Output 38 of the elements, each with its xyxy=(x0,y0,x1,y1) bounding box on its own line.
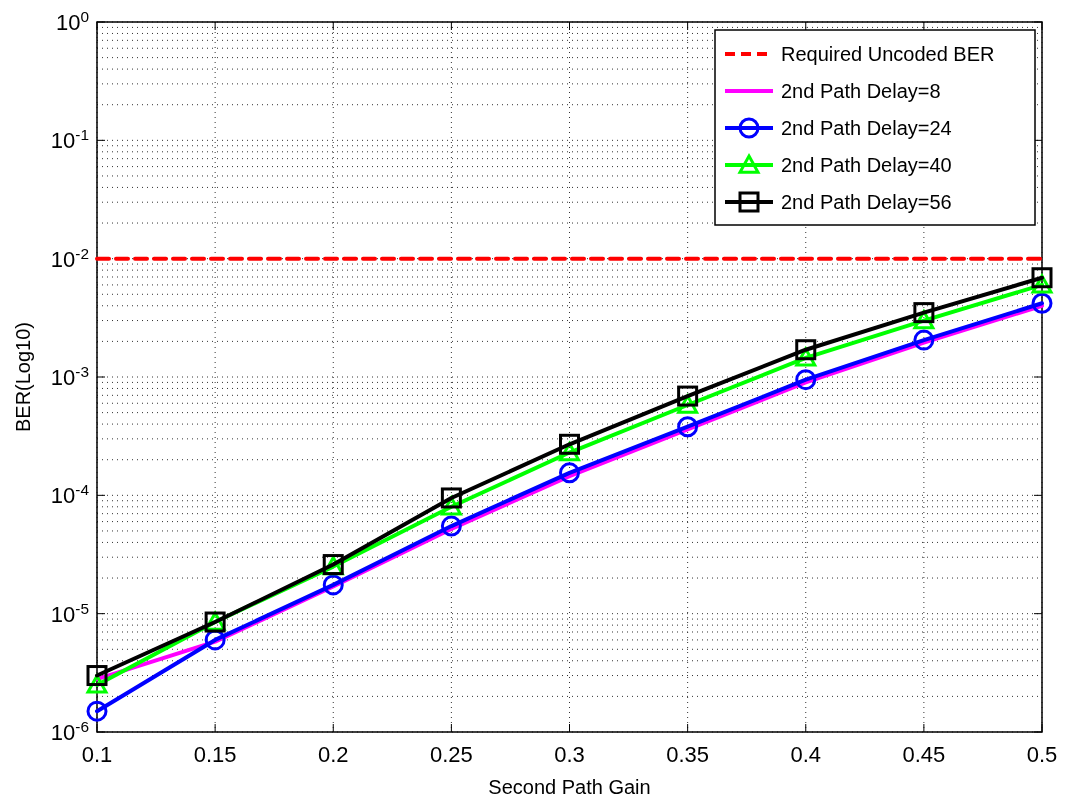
x-tick-label: 0.1 xyxy=(81,742,113,767)
legend-label: Required Uncoded BER xyxy=(781,43,995,65)
y-tick-label: 10$^{-5}$ xyxy=(50,599,89,627)
x-tick-label: 0.25 xyxy=(429,742,473,767)
x-axis-title: Second Path Gain xyxy=(488,776,651,798)
point xyxy=(1031,267,1053,289)
x-tick-label: 0.2 xyxy=(317,742,349,767)
y-axis-title: BER(Log10) xyxy=(12,321,34,433)
y-tick-label: 10$^{-2}$ xyxy=(50,244,89,272)
x-tick-label: 0.15 xyxy=(193,742,237,767)
point xyxy=(440,515,462,537)
point xyxy=(440,487,462,509)
point xyxy=(795,339,817,361)
x-tick-label: 0.3 xyxy=(554,742,585,767)
point xyxy=(795,369,817,391)
x-tick-label: 0.45 xyxy=(902,742,946,767)
point xyxy=(1031,292,1053,314)
legend-label: 2nd Path Delay=40 xyxy=(781,154,952,176)
y-tick-label: 10$^{-1}$ xyxy=(50,125,89,154)
y-tick-label: 10$^{-3}$ xyxy=(50,362,89,390)
y-tick-label: 10$^{-4}$ xyxy=(50,480,90,509)
point xyxy=(86,665,108,687)
x-tick-label: 0.5 xyxy=(1026,742,1058,767)
x-tick-label: 0.35 xyxy=(666,742,710,767)
point xyxy=(559,433,580,455)
legend-label: 2nd Path Delay=8 xyxy=(781,80,941,102)
point xyxy=(677,385,699,407)
y-tick-label: 10$^{0}$ xyxy=(55,7,89,35)
point xyxy=(677,416,699,438)
point xyxy=(913,329,935,351)
point xyxy=(559,462,580,484)
legend-label: 2nd Path Delay=24 xyxy=(781,117,952,139)
x-tick-label: 0.4 xyxy=(790,742,822,767)
y-tick-label: 10$^{-6}$ xyxy=(50,717,89,745)
point xyxy=(322,574,344,596)
point xyxy=(86,700,108,722)
point xyxy=(913,302,935,324)
legend-label: 2nd Path Delay=56 xyxy=(781,191,952,213)
